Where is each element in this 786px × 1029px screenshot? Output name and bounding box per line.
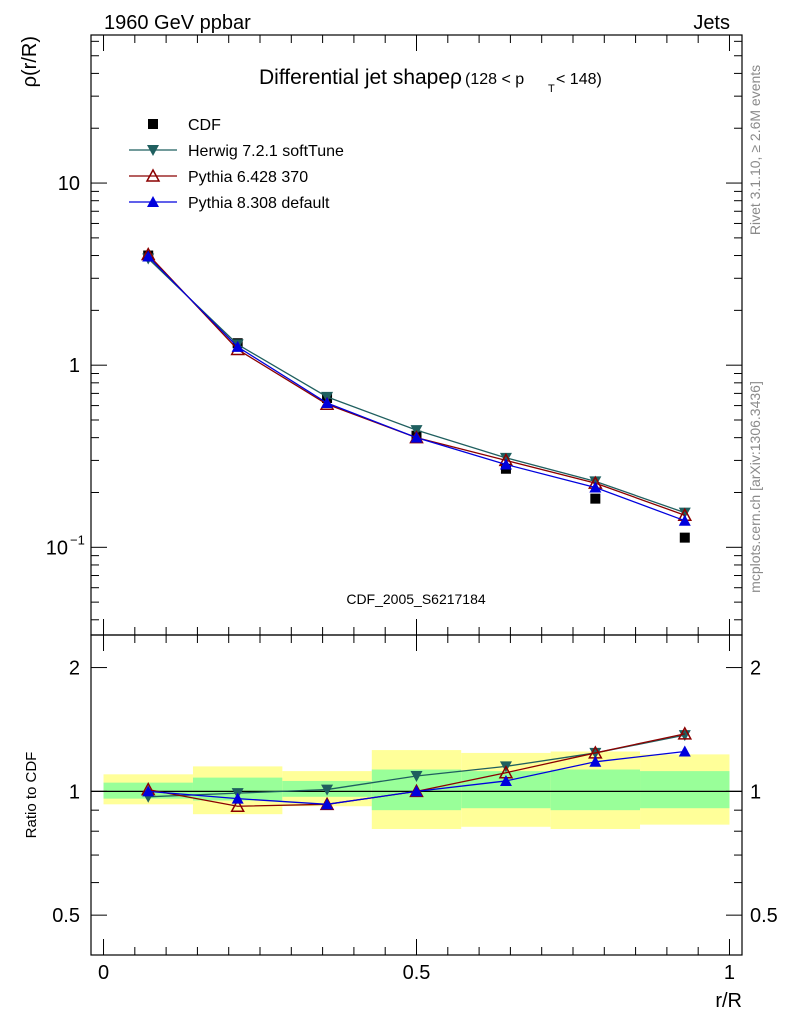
series-line (147, 254, 686, 516)
ratio-y-tick-label-right: 0.5 (750, 905, 778, 927)
ratio-series-2 (142, 745, 691, 810)
x-tick-label: 1 (724, 962, 735, 984)
x-axis-label: r/R (715, 990, 742, 1012)
header-right-label: Jets (693, 12, 730, 34)
legend-marker (148, 119, 158, 129)
legend-marker (147, 196, 159, 207)
data-point (410, 431, 423, 443)
rivet-side-label: Rivet 3.1.10, ≥ 2.6M events (747, 65, 763, 235)
series-1 (142, 253, 691, 519)
series-line (147, 258, 686, 514)
legend: CDF Herwig 7.2.1 softTune Pythia 6.428 370… (129, 117, 344, 212)
legend-entry-label: CDF (188, 117, 221, 134)
x-tick-label: 0 (98, 962, 109, 984)
ratio-y-tick-label: 2 (69, 658, 80, 680)
data-point (499, 458, 512, 470)
y-tick-exponent: −1 (70, 532, 85, 547)
ratio-data-point (499, 774, 512, 786)
ratio-data-point (410, 785, 423, 797)
ratio-y-tick-label: 0.5 (52, 905, 80, 927)
y-axis-label: ρ(r/R) (19, 36, 41, 87)
analysis-watermark: CDF_2005_S6217184 (346, 591, 486, 607)
data-point (678, 507, 691, 519)
legend-entry-label: Herwig 7.2.1 softTune (188, 143, 344, 160)
header-left-label: 1960 GeV ppbar (104, 12, 251, 34)
y-tick-label: 1 (69, 355, 80, 377)
ratio-data-point (321, 784, 334, 796)
data-point (590, 493, 601, 504)
x-tick-label: 0.5 (403, 962, 431, 984)
data-point (679, 532, 690, 543)
ratio-data-point (410, 770, 423, 782)
data-point (321, 396, 334, 408)
ratio-data-point (321, 798, 334, 810)
ratio-data-point (230, 798, 245, 812)
ratio-y-tick-label: 1 (69, 781, 80, 803)
ratio-data-point (677, 726, 693, 740)
ratio-data-point (231, 792, 244, 804)
y-tick-label: 10 (58, 173, 80, 195)
chart-title-subscript: T (548, 83, 555, 95)
series-2 (140, 246, 693, 521)
data-point (499, 452, 512, 464)
ratio-y-tick-label-right: 2 (750, 658, 761, 680)
uncertainty-band-inner (640, 771, 730, 809)
data-point (142, 250, 155, 262)
chart-title: Differential jet shapeρ (128 < p T < 148) (259, 66, 602, 95)
data-point (231, 340, 244, 352)
legend-marker (145, 168, 161, 182)
data-point (678, 514, 691, 526)
ratio-data-point (678, 745, 691, 757)
ratio-data-point (589, 755, 602, 767)
chart-title-range-end: < 148) (556, 71, 602, 88)
series-0 (143, 250, 690, 543)
ratio-data-point (142, 785, 155, 797)
chart-title-range-start: (128 < p (465, 71, 524, 88)
ratio-y-tick-label-right: 1 (750, 781, 761, 803)
uncertainty-band-inner (550, 769, 641, 811)
y-tick-label: 10 (46, 537, 68, 559)
series-3 (142, 250, 691, 526)
legend-entry-label: Pythia 6.428 370 (188, 169, 308, 186)
ratio-y-axis-label: Ratio to CDF (23, 752, 40, 839)
mcplots-side-label: mcplots.cern.ch [arXiv:1306.3436] (747, 381, 763, 593)
chart-title-main: Differential jet shapeρ (259, 66, 462, 89)
legend-marker (147, 145, 159, 156)
data-point (589, 481, 602, 493)
series-line (147, 256, 686, 522)
lower-panel: 2 2 1 1 0.5 0.5 0 0.5 1 Ratio to CDF r/R (23, 634, 778, 1012)
legend-entry-label: Pythia 8.308 default (188, 195, 330, 212)
